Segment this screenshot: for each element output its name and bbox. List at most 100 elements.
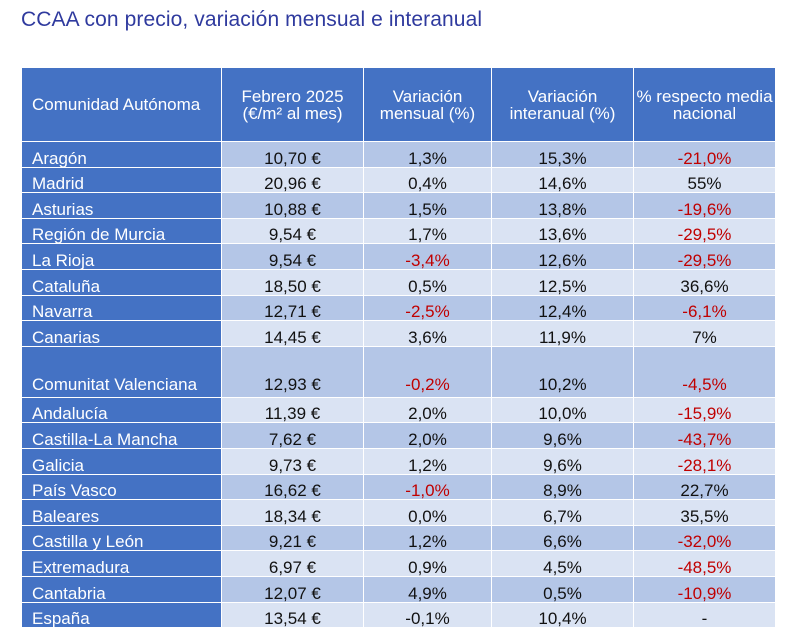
cell-region: Canarias [21,320,222,347]
cell-monthly: -3,4% [363,243,492,270]
cell-annual: 10,2% [491,345,634,398]
cell-price: 12,71 € [221,294,364,322]
cell-vs-national: 35,5% [633,499,776,526]
cell-annual: 12,5% [491,268,634,296]
cell-vs-national: -29,5% [633,243,776,270]
cell-region: Cantabria [21,575,222,603]
cell-vs-national: 36,6% [633,268,776,296]
cell-vs-national: -48,5% [633,550,776,577]
cell-monthly: 1,2% [363,447,492,475]
cell-price: 16,62 € [221,473,364,501]
cell-monthly: 1,5% [363,192,492,219]
cell-vs-national: 55% [633,166,776,194]
table-row: Castilla y León 9,21 € 1,2% 6,6% -32,0% [21,524,776,552]
table-row: La Rioja 9,54 € -3,4% 12,6% -29,5% [21,243,776,270]
cell-annual: 6,6% [491,524,634,552]
cell-region: Cataluña [21,268,222,296]
cell-price: 10,88 € [221,192,364,219]
cell-price: 9,73 € [221,447,364,475]
cell-region: Baleares [21,499,222,526]
cell-region: Asturias [21,192,222,219]
cell-annual: 0,5% [491,575,634,603]
cell-vs-national: -6,1% [633,294,776,322]
cell-monthly: -0,2% [363,345,492,398]
cell-annual: 9,6% [491,422,634,449]
header-monthly-variation: Variación mensual (%) [363,67,492,142]
cell-annual: 10,0% [491,396,634,424]
cell-monthly: -0,1% [363,601,492,629]
page-title: CCAA con precio, variación mensual e int… [21,8,483,31]
table-row: Extremadura 6,97 € 0,9% 4,5% -48,5% [21,550,776,577]
table-row: Madrid 20,96 € 0,4% 14,6% 55% [21,166,776,194]
cell-price: 18,50 € [221,268,364,296]
cell-price: 20,96 € [221,166,364,194]
cell-monthly: 3,6% [363,320,492,347]
cell-monthly: 2,0% [363,422,492,449]
cell-price: 14,45 € [221,320,364,347]
cell-vs-national: - [633,601,776,629]
table-row: Andalucía 11,39 € 2,0% 10,0% -15,9% [21,396,776,424]
cell-annual: 8,9% [491,473,634,501]
header-vs-national: % respecto media nacional [633,67,776,142]
table-row-total: España 13,54 € -0,1% 10,4% - [21,601,776,629]
header-region: Comunidad Autónoma [21,67,222,142]
table-row: Baleares 18,34 € 0,0% 6,7% 35,5% [21,499,776,526]
cell-price: 6,97 € [221,550,364,577]
table-row: País Vasco 16,62 € -1,0% 8,9% 22,7% [21,473,776,501]
ccaa-price-table: Comunidad Autónoma Febrero 2025 (€/m² al… [21,67,776,629]
cell-region: Castilla y León [21,524,222,552]
cell-region: Andalucía [21,396,222,424]
cell-region: España [21,601,222,629]
cell-price: 9,54 € [221,243,364,270]
cell-annual: 6,7% [491,499,634,526]
cell-vs-national: -29,5% [633,217,776,245]
table-row: Asturias 10,88 € 1,5% 13,8% -19,6% [21,192,776,219]
cell-annual: 10,4% [491,601,634,629]
cell-price: 12,93 € [221,345,364,398]
cell-vs-national: -28,1% [633,447,776,475]
cell-vs-national: 22,7% [633,473,776,501]
cell-annual: 13,6% [491,217,634,245]
cell-vs-national: -19,6% [633,192,776,219]
table-row: Región de Murcia 9,54 € 1,7% 13,6% -29,5… [21,217,776,245]
cell-price: 11,39 € [221,396,364,424]
cell-price: 18,34 € [221,499,364,526]
cell-annual: 14,6% [491,166,634,194]
cell-vs-national: -32,0% [633,524,776,552]
cell-vs-national: -21,0% [633,141,776,168]
cell-monthly: 0,5% [363,268,492,296]
cell-region: Navarra [21,294,222,322]
table-row: Aragón 10,70 € 1,3% 15,3% -21,0% [21,141,776,168]
cell-price: 9,21 € [221,524,364,552]
cell-monthly: 1,2% [363,524,492,552]
cell-monthly: 0,4% [363,166,492,194]
table-row: Cataluña 18,50 € 0,5% 12,5% 36,6% [21,268,776,296]
cell-annual: 12,4% [491,294,634,322]
table-row: Cantabria 12,07 € 4,9% 0,5% -10,9% [21,575,776,603]
table-row: Navarra 12,71 € -2,5% 12,4% -6,1% [21,294,776,322]
cell-annual: 13,8% [491,192,634,219]
cell-annual: 15,3% [491,141,634,168]
cell-vs-national: -43,7% [633,422,776,449]
cell-monthly: 2,0% [363,396,492,424]
cell-monthly: -2,5% [363,294,492,322]
table-row: Castilla-La Mancha 7,62 € 2,0% 9,6% -43,… [21,422,776,449]
cell-price: 7,62 € [221,422,364,449]
cell-price: 12,07 € [221,575,364,603]
cell-region: Comunitat Valenciana [21,345,222,398]
cell-annual: 4,5% [491,550,634,577]
cell-monthly: 4,9% [363,575,492,603]
cell-annual: 11,9% [491,320,634,347]
cell-vs-national: -15,9% [633,396,776,424]
cell-price: 10,70 € [221,141,364,168]
table-row: Galicia 9,73 € 1,2% 9,6% -28,1% [21,447,776,475]
cell-price: 9,54 € [221,217,364,245]
table-header-row: Comunidad Autónoma Febrero 2025 (€/m² al… [21,67,776,142]
cell-annual: 12,6% [491,243,634,270]
cell-annual: 9,6% [491,447,634,475]
cell-monthly: 1,3% [363,141,492,168]
cell-region: Región de Murcia [21,217,222,245]
cell-region: Castilla-La Mancha [21,422,222,449]
cell-monthly: 0,0% [363,499,492,526]
cell-region: Galicia [21,447,222,475]
